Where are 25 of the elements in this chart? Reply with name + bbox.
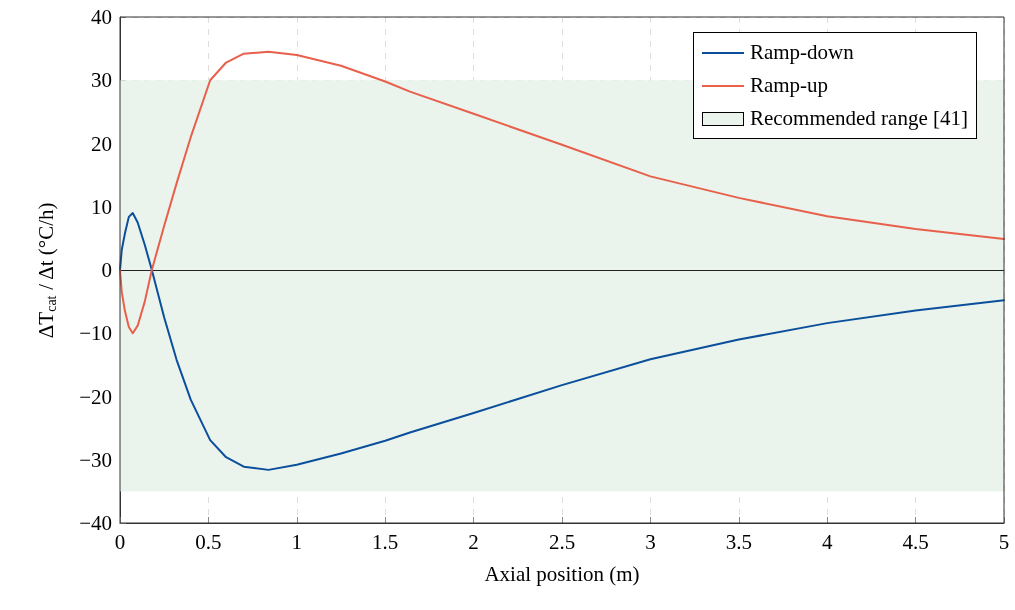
y-tick-label: −40 [79, 511, 112, 535]
y-tick-label: 30 [91, 68, 112, 93]
x-tick-label: 3.5 [725, 529, 752, 554]
y-axis-title: ΔTcat / Δt (°C/h) [34, 202, 59, 339]
y-tick-label: 0 [101, 258, 112, 282]
x-tick-label: 4 [821, 529, 833, 554]
x-tick-label: 0.5 [195, 529, 222, 554]
x-tick-label: 1.5 [372, 529, 399, 554]
x-tick-label: 2.5 [548, 529, 576, 554]
x-tick-label: 1 [291, 529, 303, 554]
band-label: Recommended range [41] [749, 106, 968, 131]
y-tick-label: −20 [79, 384, 112, 409]
y-tick-label: 10 [91, 194, 112, 219]
y-tick-label: −30 [79, 447, 112, 472]
x-tick-label: 4.5 [902, 529, 929, 554]
y-tick-label: 20 [91, 131, 112, 156]
y-tick-label: 40 [91, 5, 112, 29]
x-tick-label: 5 [998, 529, 1010, 554]
line-series [119, 212, 1005, 471]
y-tick-label: −10 [79, 321, 112, 346]
x-tick-label: 2 [468, 529, 479, 554]
x-tick-label: 3 [645, 529, 656, 554]
legend-label: Ramp-up [749, 73, 829, 98]
legend-label: Ramp-down [749, 40, 854, 65]
x-axis-title: Axial position (m) [484, 561, 640, 586]
